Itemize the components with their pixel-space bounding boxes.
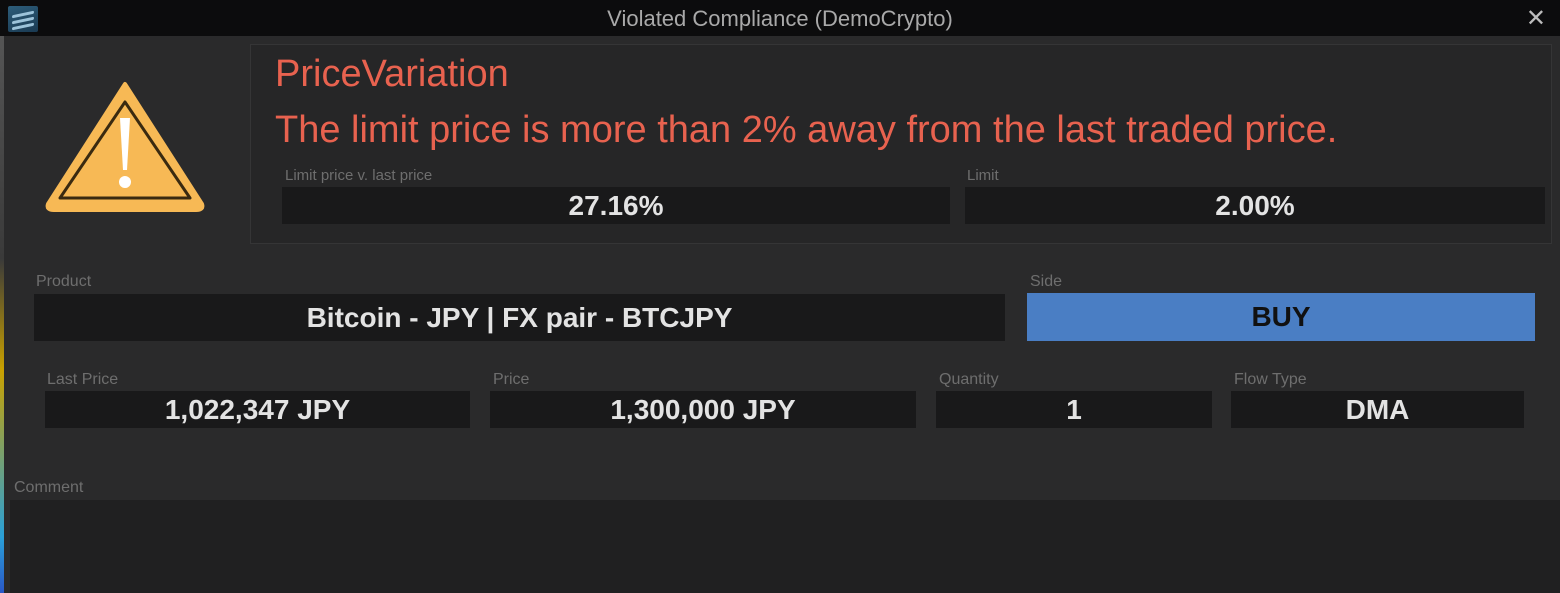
metric-label: Limit price v. last price [285, 167, 433, 184]
last-price-field: 1,022,347 JPY [45, 391, 470, 428]
side-label: Side [1030, 273, 1063, 290]
comment-label: Comment [14, 479, 84, 496]
rule-name: PriceVariation [275, 53, 509, 95]
limit-value: 2.00% [965, 187, 1545, 224]
flow-type-label: Flow Type [1234, 371, 1307, 388]
product-label: Product [36, 273, 92, 290]
comment-input[interactable] [10, 500, 1560, 593]
price-label: Price [493, 371, 530, 388]
product-field: Bitcoin - JPY | FX pair - BTCJPY [34, 294, 1005, 341]
quantity-field: 1 [936, 391, 1212, 428]
close-button[interactable]: ✕ [1525, 5, 1546, 32]
metric-value: 27.16% [282, 187, 950, 224]
flow-type-field: DMA [1231, 391, 1524, 428]
window-edge [0, 36, 4, 593]
violation-panel: PriceVariation The limit price is more t… [250, 44, 1552, 244]
violation-message: The limit price is more than 2% away fro… [275, 109, 1338, 151]
warning-triangle-icon [45, 82, 205, 212]
limit-label: Limit [967, 167, 999, 184]
title-bar: Violated Compliance (DemoCrypto) ✕ [0, 0, 1560, 36]
last-price-label: Last Price [47, 371, 119, 388]
quantity-label: Quantity [939, 371, 999, 388]
side-buy-button[interactable]: BUY [1027, 293, 1535, 341]
app-logo-icon [8, 6, 38, 32]
window-title: Violated Compliance (DemoCrypto) [607, 6, 953, 31]
price-field: 1,300,000 JPY [490, 391, 916, 428]
